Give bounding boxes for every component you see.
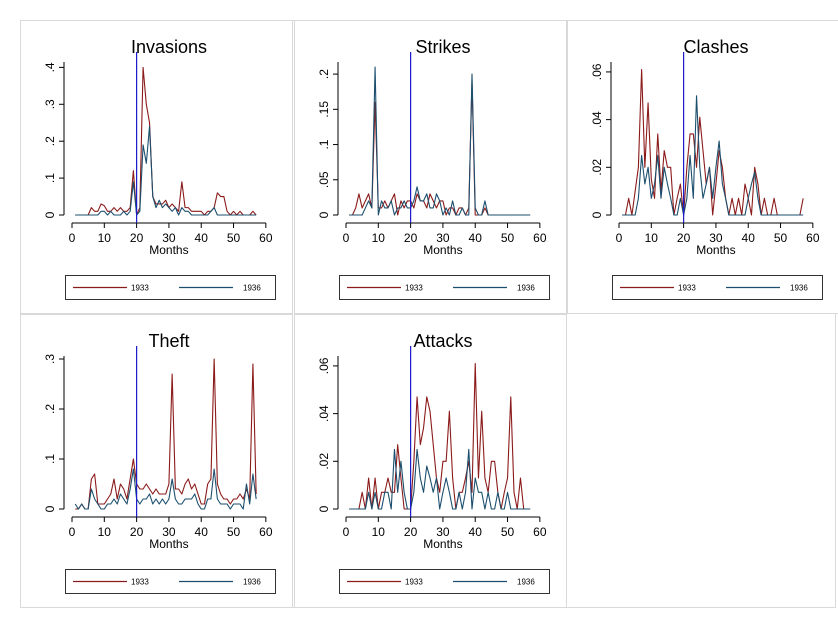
x-tick-label: 10 [98, 525, 112, 539]
panel-border [21, 315, 293, 608]
x-axis-label: Months [149, 537, 188, 551]
x-tick-label: 20 [130, 231, 144, 245]
x-tick-label: 40 [195, 525, 209, 539]
x-axis-label: Months [149, 243, 188, 257]
x-tick-label: 60 [533, 231, 547, 245]
y-tick-label: .02 [590, 159, 604, 176]
legend-label-1933: 1933 [405, 284, 423, 293]
x-tick-label: 20 [404, 231, 418, 245]
y-tick-label: .1 [43, 454, 57, 464]
legend-label-1936: 1936 [517, 578, 535, 587]
legend: 1933 1936 [340, 570, 550, 594]
legend: 1933 1936 [340, 276, 550, 300]
x-tick-label: 0 [69, 231, 76, 245]
x-tick-label: 50 [501, 231, 515, 245]
y-tick-label: 0 [317, 505, 331, 512]
legend-label-1936: 1936 [790, 284, 808, 293]
y-tick-label: .04 [317, 405, 331, 422]
x-tick-label: 60 [259, 525, 273, 539]
x-tick-label: 10 [98, 231, 112, 245]
y-tick-label: .04 [590, 111, 604, 128]
y-tick-label: 0 [43, 211, 57, 218]
x-tick-label: 0 [343, 231, 350, 245]
x-tick-label: 20 [130, 525, 144, 539]
y-tick-label: .3 [43, 99, 57, 109]
x-tick-label: 10 [645, 231, 659, 245]
legend-label-1936: 1936 [517, 284, 535, 293]
legend-label-1933: 1933 [678, 284, 696, 293]
x-tick-label: 60 [533, 525, 547, 539]
x-tick-label: 10 [372, 231, 386, 245]
legend: 1933 1936 [66, 276, 276, 300]
x-tick-label: 60 [259, 231, 273, 245]
y-tick-label: .2 [317, 69, 331, 79]
y-tick-label: .02 [317, 453, 331, 470]
chart-title: Clashes [683, 37, 748, 57]
x-tick-label: 0 [343, 525, 350, 539]
x-tick-label: 20 [404, 525, 418, 539]
x-tick-label: 40 [469, 525, 483, 539]
panel-border [21, 21, 293, 314]
y-tick-label: .06 [317, 357, 331, 374]
x-tick-label: 50 [227, 525, 241, 539]
legend: 1933 1936 [66, 570, 276, 594]
legend-label-1933: 1933 [131, 284, 149, 293]
x-tick-label: 0 [69, 525, 76, 539]
y-tick-label: .06 [590, 63, 604, 80]
y-tick-label: 0 [590, 211, 604, 218]
y-tick-label: .2 [43, 136, 57, 146]
chart-title: Strikes [415, 37, 470, 57]
x-tick-label: 50 [501, 525, 515, 539]
y-tick-label: 0 [317, 211, 331, 218]
y-tick-label: .15 [317, 101, 331, 118]
chart-title: Attacks [413, 331, 472, 351]
x-tick-label: 40 [195, 231, 209, 245]
y-tick-label: .1 [43, 173, 57, 183]
y-tick-label: .3 [43, 354, 57, 364]
x-tick-label: 60 [806, 231, 820, 245]
legend-label-1933: 1933 [131, 578, 149, 587]
y-tick-label: .1 [317, 139, 331, 149]
legend: 1933 1936 [613, 276, 823, 300]
legend-label-1936: 1936 [243, 578, 261, 587]
legend-label-1933: 1933 [405, 578, 423, 587]
x-tick-label: 50 [774, 231, 788, 245]
x-axis-label: Months [696, 243, 735, 257]
x-tick-label: 40 [469, 231, 483, 245]
x-tick-label: 50 [227, 231, 241, 245]
y-tick-label: 0 [43, 505, 57, 512]
y-tick-label: .2 [43, 404, 57, 414]
chart-title: Invasions [131, 37, 207, 57]
x-tick-label: 10 [372, 525, 386, 539]
y-tick-label: .4 [43, 62, 57, 72]
x-tick-label: 20 [677, 231, 691, 245]
legend-label-1936: 1936 [243, 284, 261, 293]
x-tick-label: 0 [616, 231, 623, 245]
y-tick-label: .05 [317, 171, 331, 188]
panel-border [295, 21, 567, 314]
x-axis-label: Months [423, 243, 462, 257]
x-axis-label: Months [423, 537, 462, 551]
chart-title: Theft [148, 331, 189, 351]
x-tick-label: 40 [742, 231, 756, 245]
